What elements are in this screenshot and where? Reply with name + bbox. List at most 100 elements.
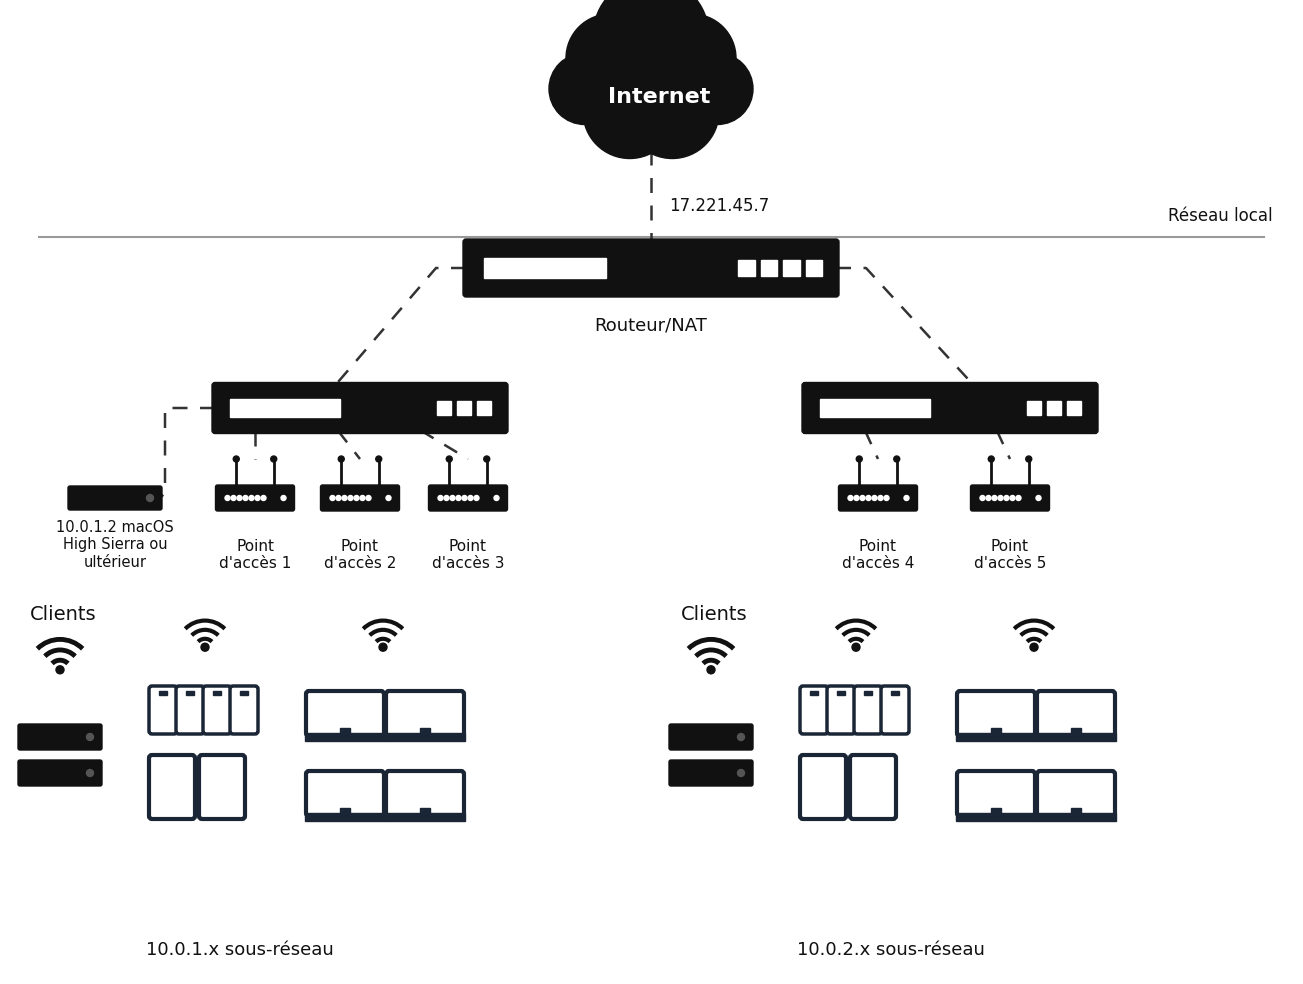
FancyBboxPatch shape	[853, 686, 882, 734]
Bar	[891, 691, 899, 695]
Text: Réseau local: Réseau local	[1169, 207, 1273, 225]
Bar	[805, 260, 822, 277]
Text: Routeur/NAT: Routeur/NAT	[594, 316, 708, 334]
Circle shape	[237, 496, 242, 501]
Circle shape	[474, 496, 480, 501]
FancyBboxPatch shape	[231, 686, 258, 734]
Bar	[956, 813, 1036, 821]
FancyBboxPatch shape	[827, 686, 855, 734]
FancyBboxPatch shape	[881, 686, 909, 734]
Circle shape	[348, 496, 353, 501]
Circle shape	[386, 496, 391, 501]
Circle shape	[866, 496, 870, 501]
FancyBboxPatch shape	[839, 485, 917, 511]
Circle shape	[456, 496, 461, 501]
Circle shape	[379, 644, 387, 651]
Circle shape	[878, 496, 883, 501]
FancyBboxPatch shape	[68, 486, 162, 510]
Circle shape	[463, 496, 466, 501]
Bar	[159, 691, 167, 695]
Circle shape	[856, 456, 863, 462]
Circle shape	[375, 456, 382, 462]
Bar	[1027, 400, 1041, 415]
Circle shape	[255, 496, 261, 501]
Circle shape	[860, 496, 865, 501]
FancyBboxPatch shape	[18, 760, 102, 786]
Circle shape	[566, 14, 654, 102]
Circle shape	[483, 456, 490, 462]
Circle shape	[360, 496, 365, 501]
FancyBboxPatch shape	[956, 691, 1035, 736]
Circle shape	[494, 496, 499, 501]
Circle shape	[648, 14, 736, 102]
Circle shape	[980, 496, 985, 501]
Circle shape	[1036, 496, 1041, 501]
Circle shape	[848, 496, 853, 501]
Circle shape	[582, 65, 676, 158]
Circle shape	[341, 496, 347, 501]
Text: Internet: Internet	[607, 87, 710, 107]
Text: Point
d'accès 1: Point d'accès 1	[219, 539, 291, 572]
Text: Point
d'accès 4: Point d'accès 4	[842, 539, 915, 572]
Bar	[305, 813, 384, 821]
FancyBboxPatch shape	[956, 771, 1035, 816]
Circle shape	[446, 456, 452, 462]
Bar	[240, 691, 248, 695]
Circle shape	[233, 456, 240, 462]
Circle shape	[444, 496, 450, 501]
Circle shape	[593, 0, 709, 93]
Circle shape	[894, 456, 900, 462]
Bar	[420, 728, 430, 733]
Circle shape	[986, 496, 992, 501]
Circle shape	[737, 769, 744, 776]
FancyBboxPatch shape	[306, 771, 384, 816]
Circle shape	[988, 456, 994, 462]
Bar	[1067, 400, 1081, 415]
FancyBboxPatch shape	[668, 724, 753, 750]
Bar	[212, 691, 222, 695]
Bar	[761, 260, 778, 277]
Bar	[384, 813, 465, 821]
FancyBboxPatch shape	[800, 755, 846, 819]
Bar	[783, 260, 800, 277]
Circle shape	[998, 496, 1003, 501]
FancyBboxPatch shape	[18, 724, 102, 750]
Circle shape	[336, 496, 341, 501]
Circle shape	[146, 495, 154, 502]
Circle shape	[86, 769, 94, 776]
Circle shape	[231, 496, 236, 501]
Circle shape	[339, 456, 344, 462]
Circle shape	[201, 644, 208, 651]
Text: Point
d'accès 5: Point d'accès 5	[973, 539, 1046, 572]
Circle shape	[450, 496, 455, 501]
Circle shape	[549, 53, 620, 125]
Circle shape	[1016, 496, 1022, 501]
FancyBboxPatch shape	[149, 755, 195, 819]
Circle shape	[708, 666, 715, 674]
Circle shape	[872, 496, 877, 501]
Circle shape	[681, 53, 753, 125]
FancyBboxPatch shape	[429, 485, 507, 511]
Circle shape	[271, 456, 276, 462]
Text: Clients: Clients	[681, 605, 748, 624]
Circle shape	[1005, 496, 1009, 501]
Bar	[305, 733, 384, 741]
Bar	[456, 400, 472, 415]
Text: 10.0.2.x sous-réseau: 10.0.2.x sous-réseau	[797, 941, 985, 959]
Bar	[1071, 728, 1081, 733]
Text: 10.0.1.x sous-réseau: 10.0.1.x sous-réseau	[146, 941, 334, 959]
Circle shape	[904, 496, 909, 501]
Circle shape	[366, 496, 371, 501]
Bar	[1071, 808, 1081, 813]
FancyBboxPatch shape	[306, 691, 384, 736]
Circle shape	[86, 733, 94, 741]
Bar	[1036, 733, 1115, 741]
Bar	[340, 808, 351, 813]
Circle shape	[225, 496, 231, 501]
Circle shape	[1025, 456, 1032, 462]
Bar	[837, 691, 846, 695]
Bar	[483, 258, 606, 277]
FancyBboxPatch shape	[176, 686, 205, 734]
Text: Clients: Clients	[30, 605, 96, 624]
Bar	[992, 808, 1001, 813]
